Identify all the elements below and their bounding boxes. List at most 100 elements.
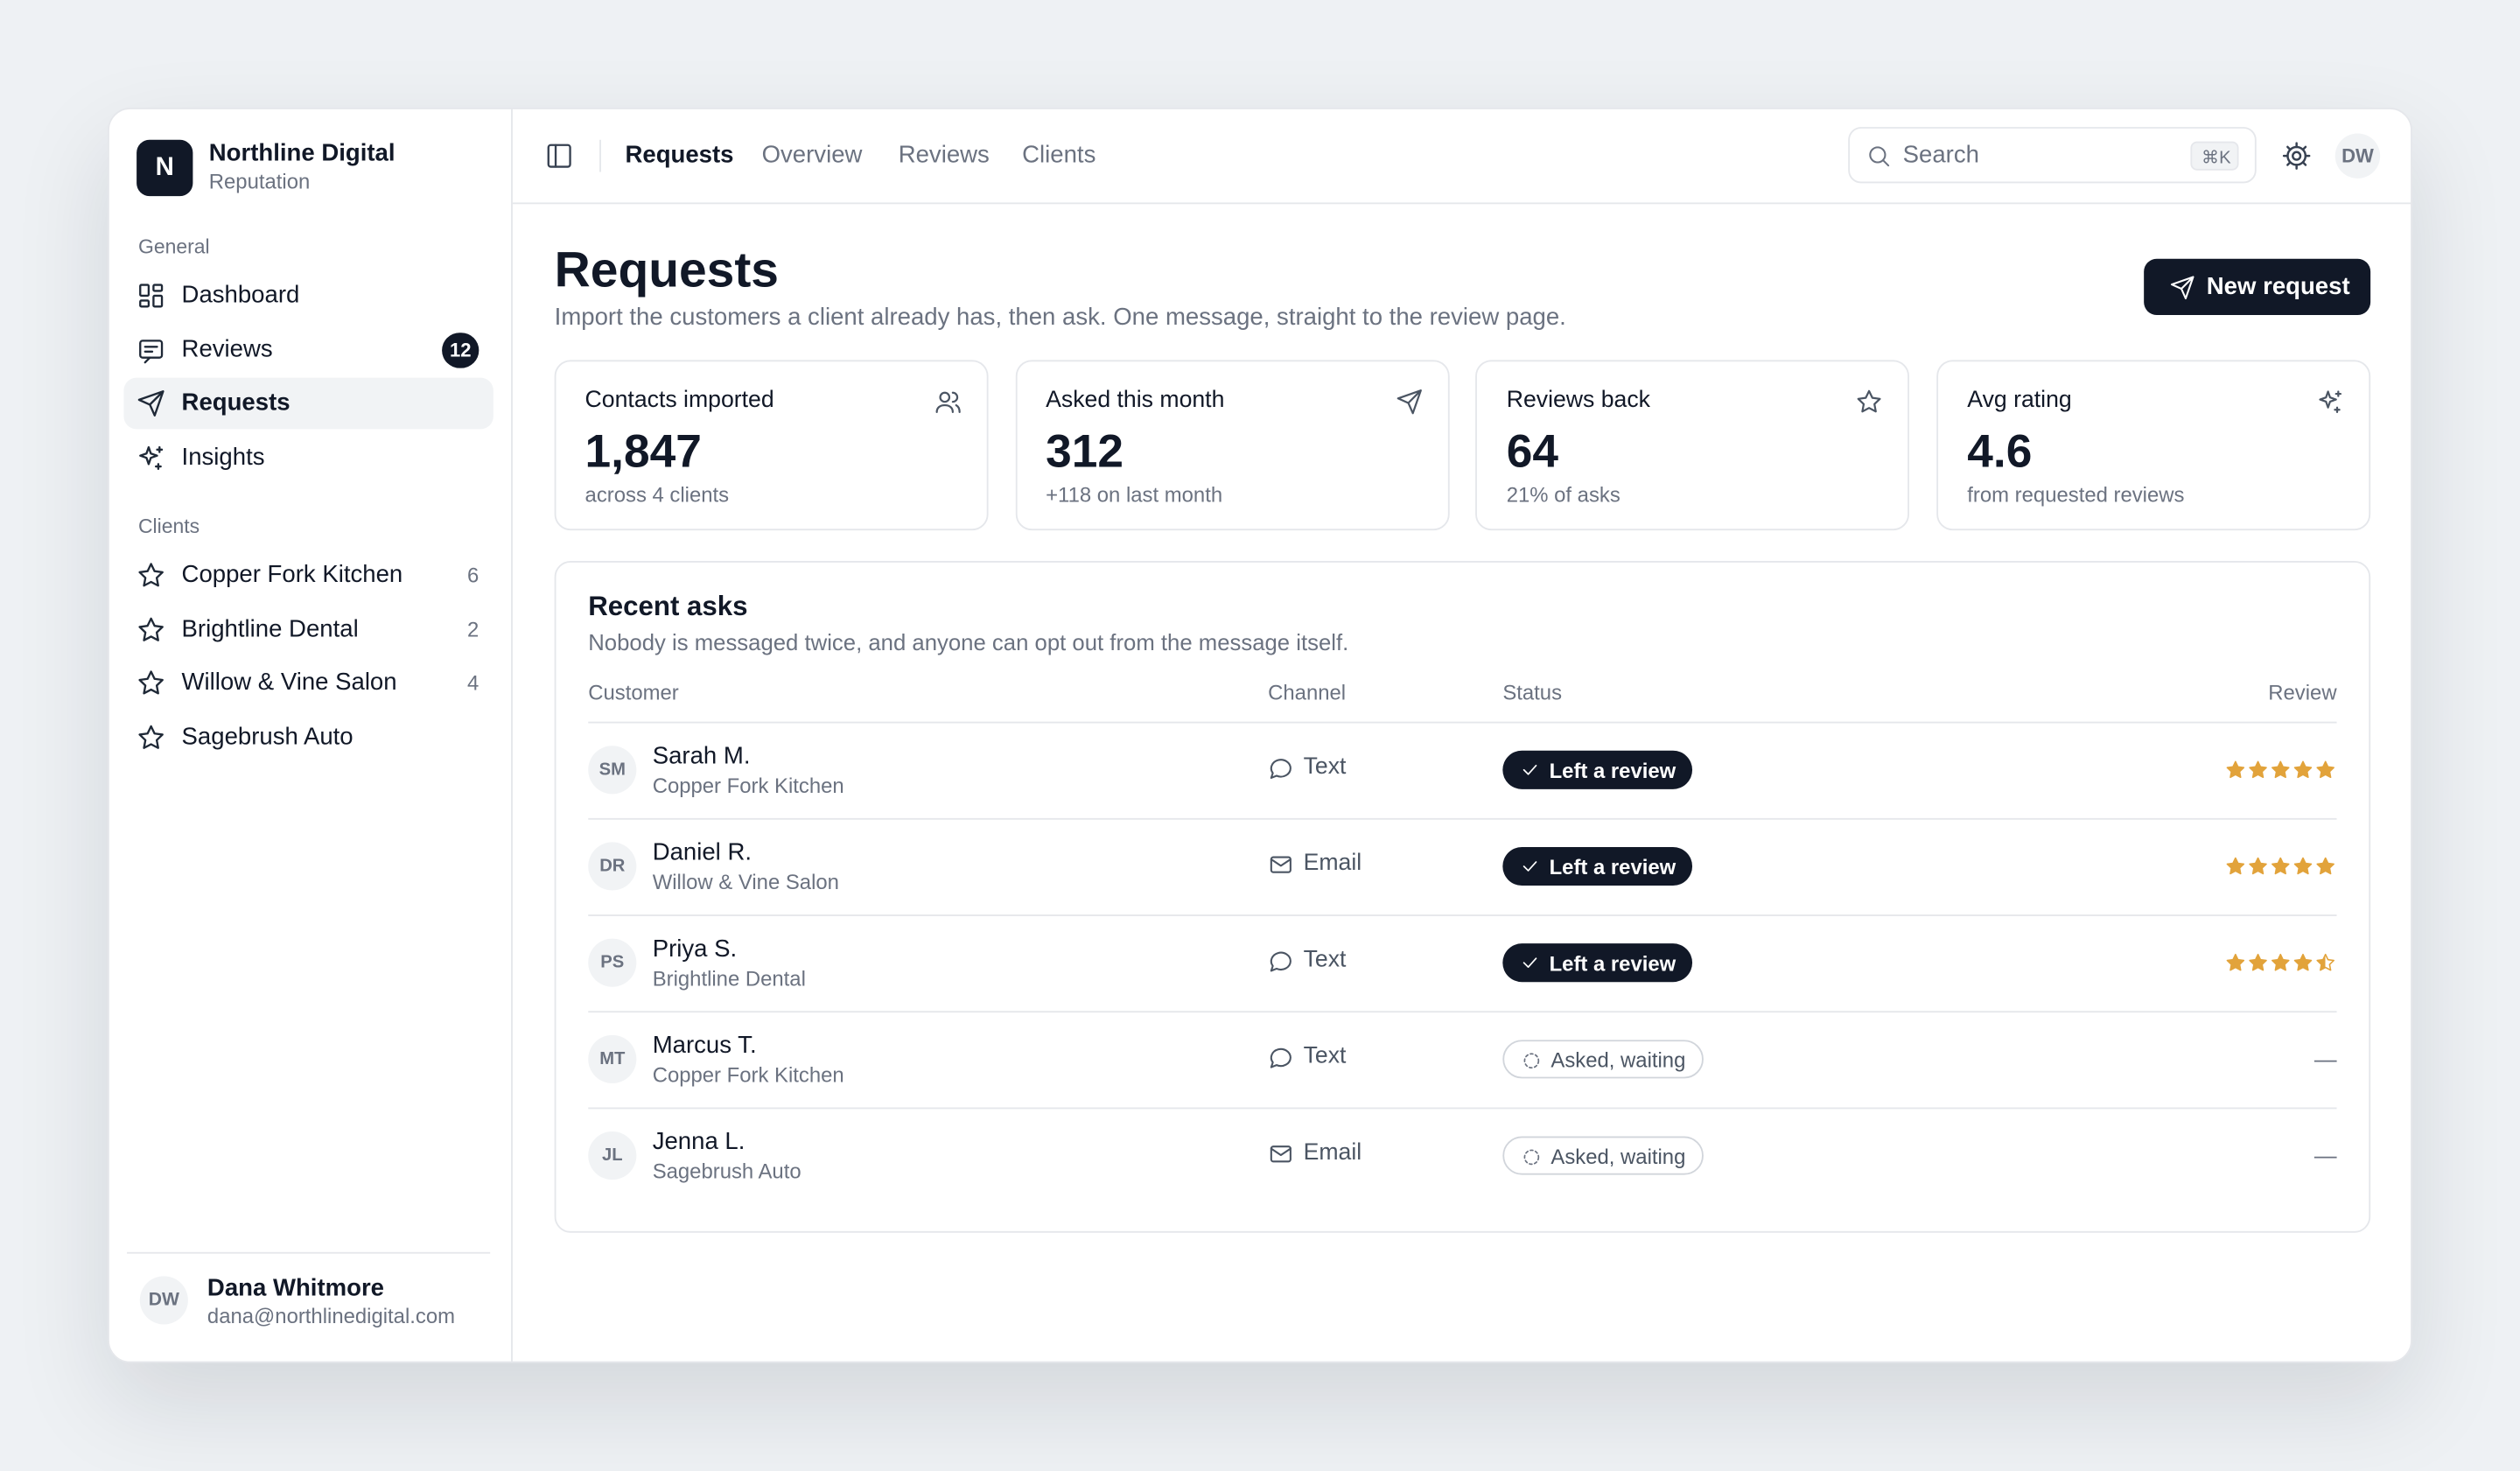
icon-part <box>1270 951 1292 972</box>
icon-part <box>547 144 571 168</box>
icon-part <box>2249 953 2267 971</box>
icon <box>1521 1146 1542 1167</box>
channel: Text <box>1303 947 1347 973</box>
customer-name: Priya S. <box>652 935 738 963</box>
nav-item[interactable] <box>123 324 493 375</box>
customer-client: Copper Fork Kitchen <box>652 773 844 798</box>
icon-part <box>2226 857 2245 875</box>
avatar: DW <box>139 1276 188 1325</box>
icon-part <box>2293 953 2313 971</box>
icon-part <box>137 390 164 417</box>
icon-part <box>1270 951 1292 972</box>
nav-item[interactable] <box>123 431 493 483</box>
icon[interactable] <box>2281 141 2312 172</box>
icon-part <box>2272 857 2290 875</box>
icon-part <box>139 299 150 308</box>
icon-part <box>2226 953 2245 971</box>
icon-part <box>2226 760 2245 779</box>
nav-item[interactable] <box>123 377 494 430</box>
icon-part <box>1523 1149 1540 1166</box>
icon-part <box>2170 275 2194 299</box>
stat-card: Asked this month 312 +118 on last month <box>1015 360 1450 531</box>
status-label: Left a review <box>1549 854 1676 879</box>
primary-button[interactable]: New request <box>2144 258 2371 315</box>
tab[interactable]: Reviews <box>898 141 990 169</box>
icon-part <box>139 284 164 308</box>
stat-note: from requested reviews <box>1967 482 2185 507</box>
icon <box>136 443 165 472</box>
stat-card: Avg rating 4.6 from requested reviews <box>1936 360 2371 531</box>
avatar-initials: JL <box>601 1145 623 1166</box>
status-label: Left a review <box>1549 950 1676 975</box>
row-divider <box>588 914 2337 916</box>
icon-part <box>1522 764 1537 775</box>
rating-star <box>2315 856 2336 877</box>
section-title: Clients <box>137 515 200 538</box>
icon-part <box>1270 759 1292 780</box>
icon-part <box>1881 159 1890 167</box>
icon <box>1520 760 1541 781</box>
icon-part <box>139 284 150 298</box>
tab[interactable]: Requests <box>625 141 734 169</box>
avatar[interactable]: DW <box>2334 133 2381 179</box>
rating-star <box>2292 856 2314 877</box>
sidebar-divider <box>511 108 513 1363</box>
icon <box>1520 856 1541 877</box>
icon-part <box>2316 857 2334 875</box>
stat-value: 1,847 <box>584 426 702 479</box>
icon <box>136 723 165 752</box>
icon-part <box>138 616 164 641</box>
icon-part <box>1858 389 1882 413</box>
tab[interactable]: Overview <box>761 141 863 169</box>
channel: Text <box>1303 753 1347 781</box>
avatar: MT <box>588 1034 637 1083</box>
icon <box>1521 1050 1542 1071</box>
search-box[interactable]: Search ⌘K <box>1848 127 2257 184</box>
icon-part <box>139 339 164 358</box>
brand-logo-text: N <box>155 153 174 181</box>
icon-part <box>2249 857 2267 875</box>
stat-label: Asked this month <box>1046 388 1225 414</box>
icon-part <box>138 724 164 749</box>
icon-part <box>1270 1147 1292 1157</box>
rating-empty: — <box>2314 1045 2337 1072</box>
icon <box>136 615 165 644</box>
icon-part <box>1270 1145 1292 1163</box>
icon-part <box>2226 760 2245 779</box>
icon-part <box>1270 759 1292 780</box>
icon-part <box>2272 760 2290 779</box>
icon-part <box>152 294 164 308</box>
icon-part <box>935 391 961 413</box>
stat-value: 4.6 <box>1967 426 2033 479</box>
rating-star <box>2315 760 2336 781</box>
user-email: dana@northlinedigital.com <box>206 1303 456 1328</box>
customer-name: Sarah M. <box>652 742 751 770</box>
icon-part <box>1270 1047 1292 1068</box>
nav-item[interactable] <box>123 270 493 322</box>
shortcut: ⌘K <box>2201 148 2231 168</box>
column-header: Status <box>1502 680 1563 704</box>
icon <box>1268 755 1293 781</box>
icon-part <box>1270 1047 1292 1068</box>
app-window <box>108 108 2412 1363</box>
nav-label: Reviews <box>181 334 273 363</box>
stat-value: 64 <box>1506 426 1558 479</box>
icon-part <box>1270 1145 1292 1163</box>
icon-part <box>2316 953 2334 971</box>
badge: 12 <box>442 332 480 368</box>
rating-star <box>2292 760 2314 781</box>
icon-part <box>138 616 164 641</box>
avatar: JL <box>588 1131 637 1180</box>
rating-star <box>2270 952 2291 973</box>
icon-part <box>2293 953 2313 971</box>
icon-part <box>1270 856 1292 873</box>
icon-part <box>1523 1053 1540 1069</box>
tab[interactable]: Clients <box>1022 141 1096 169</box>
rating-star <box>2270 760 2291 781</box>
channel: Email <box>1303 851 1362 877</box>
channel: Email <box>1303 1139 1362 1166</box>
icon-part <box>1396 389 1422 415</box>
icon-part <box>1869 146 1890 167</box>
